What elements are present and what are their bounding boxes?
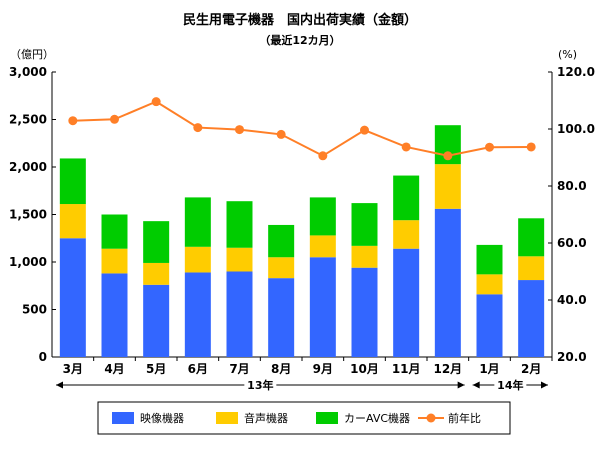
bar-segment-0 xyxy=(518,280,545,357)
year-label: 13年 xyxy=(247,378,273,392)
year-label: 14年 xyxy=(497,378,523,392)
series-point-3 xyxy=(193,123,203,133)
bar-segment-2 xyxy=(268,224,295,258)
chart-title: 民生用電子機器 国内出荷実績（金額） xyxy=(183,12,417,28)
left-tick-label: 2,000 xyxy=(9,160,47,174)
bar-segment-2 xyxy=(351,203,378,246)
left-tick-label: 3,000 xyxy=(9,65,47,79)
right-tick-label: 20.0 xyxy=(557,350,587,364)
bar-segment-1 xyxy=(518,256,545,281)
right-tick-label: 80.0 xyxy=(557,179,587,193)
bar-segment-0 xyxy=(143,284,170,357)
year-bracket-arrow-left xyxy=(56,381,63,389)
bar-segment-0 xyxy=(101,273,128,357)
bar-segment-1 xyxy=(59,204,86,239)
bar-segment-0 xyxy=(226,271,253,357)
x-tick-label: 4月 xyxy=(104,362,124,376)
legend-label-2: カーAVC機器 xyxy=(344,411,410,425)
x-tick-label: 9月 xyxy=(313,362,333,376)
x-tick-label: 11月 xyxy=(392,362,421,376)
x-tick-label: 7月 xyxy=(229,362,249,376)
plot-area: 0 500 1,000 1,500 2,000 2,500 3,000 20.0 40.0 60.… xyxy=(9,65,595,392)
legend-label-3: 前年比 xyxy=(448,411,481,425)
series-line-3 xyxy=(72,100,532,157)
legend-swatch-2 xyxy=(316,412,338,424)
year-bracket-arrow-right xyxy=(541,381,548,389)
series-point-3 xyxy=(276,129,286,139)
right-axis-unit: (%) xyxy=(558,48,577,61)
bar-segment-2 xyxy=(184,197,211,247)
left-tick-label: 500 xyxy=(22,303,47,317)
left-tick-label: 1,500 xyxy=(9,208,47,222)
bar-segment-2 xyxy=(476,244,503,275)
bar-segment-1 xyxy=(101,248,128,274)
bar-segment-0 xyxy=(184,272,211,357)
left-tick-label: 1,000 xyxy=(9,255,47,269)
x-tick-label: 10月 xyxy=(350,362,379,376)
bar-segment-2 xyxy=(226,201,253,248)
right-tick-label: 100.0 xyxy=(557,122,595,136)
x-tick-label: 5月 xyxy=(146,362,166,376)
bar-segment-1 xyxy=(393,220,420,249)
right-tick-label: 120.0 xyxy=(557,65,595,79)
series-point-3 xyxy=(151,97,161,107)
x-tick-label: 12月 xyxy=(433,362,462,376)
legend-swatch-0 xyxy=(112,412,134,424)
bar-segment-2 xyxy=(143,221,170,263)
series-point-3 xyxy=(235,125,244,135)
legend-label-1: 音声機器 xyxy=(244,411,288,425)
bar-segment-1 xyxy=(351,245,378,268)
right-tick-label: 60.0 xyxy=(557,236,587,250)
bar-segment-0 xyxy=(309,257,336,357)
bar-segment-0 xyxy=(476,294,503,357)
year-label-background xyxy=(494,378,527,392)
bar-segment-1 xyxy=(268,257,295,279)
bar-segment-1 xyxy=(434,164,461,209)
left-tick-label: 0 xyxy=(39,350,47,364)
legend-label-0: 映像機器 xyxy=(140,411,184,425)
x-tick-label: 8月 xyxy=(271,362,291,376)
series-point-3 xyxy=(110,114,119,124)
series-point-3 xyxy=(526,142,536,152)
bar-segment-0 xyxy=(393,248,420,357)
bar-segment-0 xyxy=(59,238,86,357)
year-bracket-arrow-left xyxy=(472,381,480,389)
bar-segment-0 xyxy=(351,267,378,357)
bar-segment-1 xyxy=(476,274,503,295)
x-tick-label: 1月 xyxy=(479,362,499,376)
year-bracket-arrow-right xyxy=(457,381,465,389)
series-point-3 xyxy=(318,151,328,161)
left-axis-unit: （億円） xyxy=(10,48,54,61)
series-point-3 xyxy=(443,151,453,161)
series-point-3 xyxy=(401,142,411,152)
year-label-background xyxy=(244,378,277,392)
bar-segment-2 xyxy=(393,175,420,221)
x-tick-label: 2月 xyxy=(521,362,541,376)
bar-segment-1 xyxy=(143,262,170,285)
series-point-3 xyxy=(485,142,494,152)
bar-segment-1 xyxy=(309,235,336,258)
series-point-3 xyxy=(360,125,369,135)
bar-segment-2 xyxy=(101,214,128,249)
bar-segment-0 xyxy=(268,278,295,357)
legend: 映像機器 音声機器 カーAVC機器 前年比 xyxy=(97,401,511,435)
x-tick-label: 6月 xyxy=(188,362,208,376)
bar-segment-1 xyxy=(226,247,253,272)
bar-segment-2 xyxy=(518,218,545,257)
series-point-3 xyxy=(68,116,78,126)
bar-segment-2 xyxy=(309,197,336,236)
legend-marker-3 xyxy=(426,413,436,423)
legend-swatch-1 xyxy=(216,412,238,424)
chart-subtitle: （最近12カ月） xyxy=(259,33,340,47)
bar-segment-0 xyxy=(434,208,461,357)
x-tick-label: 3月 xyxy=(63,362,83,376)
left-tick-label: 2,500 xyxy=(9,113,47,127)
bar-segment-2 xyxy=(59,158,86,205)
bar-segment-1 xyxy=(184,246,211,273)
right-tick-label: 40.0 xyxy=(557,293,587,307)
